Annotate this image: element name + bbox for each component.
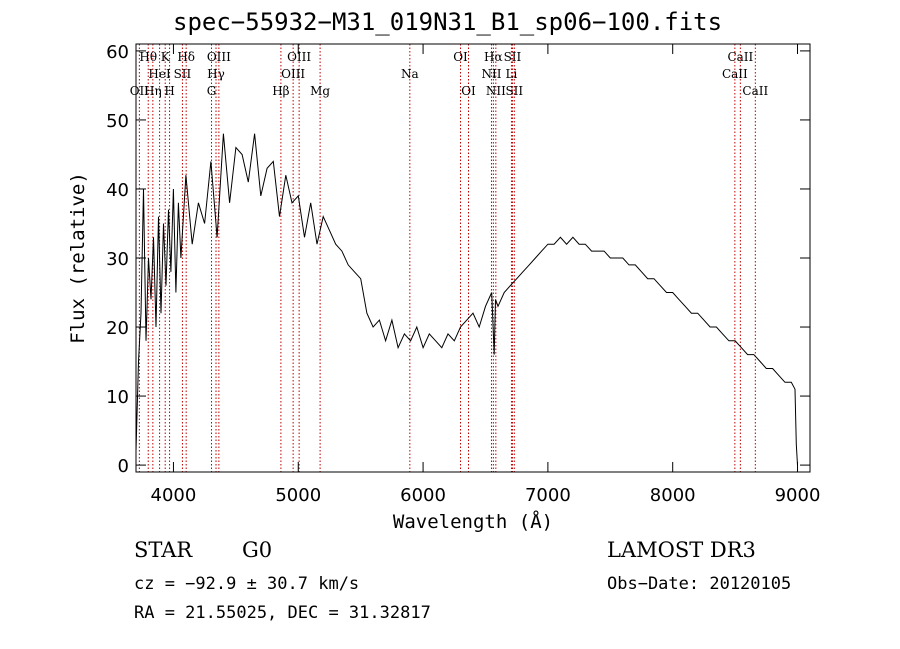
line-label-12: OIII (281, 67, 305, 81)
y-tick-label-5: 50 (106, 111, 129, 132)
line-label-6: SII (174, 67, 192, 81)
x-tick-label-1: 5000 (275, 485, 321, 506)
survey-name: LAMOST DR3 (607, 538, 756, 562)
y-tick-label-0: 0 (118, 456, 129, 477)
spectrum-line (135, 133, 798, 466)
x-tick-label-4: 8000 (650, 485, 696, 506)
plot-frame (135, 43, 811, 473)
line-label-24: CaII (722, 67, 748, 81)
line-label-17: OI (461, 84, 476, 98)
line-label-11: Hβ (272, 84, 289, 98)
line-label-7: Hδ (177, 50, 195, 64)
redshift-velocity: cz = −92.9 ± 30.7 km/s (134, 574, 360, 594)
line-label-19: Hα (484, 50, 503, 64)
observation-date: Obs−Date: 20120105 (607, 574, 792, 594)
line-label-8: G (207, 84, 217, 98)
line-label-15: Na (401, 67, 419, 81)
axis-ticks (136, 44, 810, 472)
line-label-4: H (164, 84, 174, 98)
line-label-2: Hη (144, 84, 162, 98)
line-label-18: NII (481, 67, 501, 81)
y-tick-label-6: 60 (106, 42, 129, 63)
line-label-26: CaII (742, 84, 768, 98)
line-label-25: CaII (727, 50, 753, 64)
star-subclass: G0 (242, 538, 273, 562)
x-tick-label-3: 7000 (525, 485, 571, 506)
y-axis-label: Flux (relative) (67, 172, 89, 344)
line-label-20: NII (486, 84, 506, 98)
y-tick-label-4: 40 (106, 180, 129, 201)
spectral-line-markers (138, 44, 756, 472)
line-label-16: OI (453, 50, 468, 64)
line-label-9: Hγ (207, 67, 225, 81)
line-label-14: Mg (310, 84, 330, 98)
line-label-0: OII (130, 84, 150, 98)
ra-dec-coordinates: RA = 21.55025, DEC = 31.32817 (134, 603, 431, 623)
star-class: STAR (134, 538, 193, 562)
line-label-22: SII (504, 50, 522, 64)
line-label-3: K (161, 50, 171, 64)
y-tick-label-3: 30 (106, 249, 129, 270)
line-label-10: OIII (207, 50, 231, 64)
x-tick-label-0: 4000 (151, 485, 197, 506)
x-tick-label-5: 9000 (775, 485, 821, 506)
x-axis-label: Wavelength (Å) (393, 510, 553, 533)
line-label-5: HeI (148, 67, 171, 81)
line-label-23: SII (505, 84, 523, 98)
line-label-1: Hθ (139, 50, 157, 64)
axis-tick-labels: 4000 5000 6000 7000 8000 9000 0 10 20 30 40 50 60 (106, 42, 820, 506)
line-label-21: Li (506, 67, 518, 81)
y-tick-label-1: 10 (106, 387, 129, 408)
x-tick-label-2: 6000 (400, 485, 446, 506)
chart-title: spec−55932−M31_019N31_B1_sp06−100.fits (173, 8, 723, 36)
line-label-13: OIII (287, 50, 311, 64)
y-tick-label-2: 20 (106, 318, 129, 339)
